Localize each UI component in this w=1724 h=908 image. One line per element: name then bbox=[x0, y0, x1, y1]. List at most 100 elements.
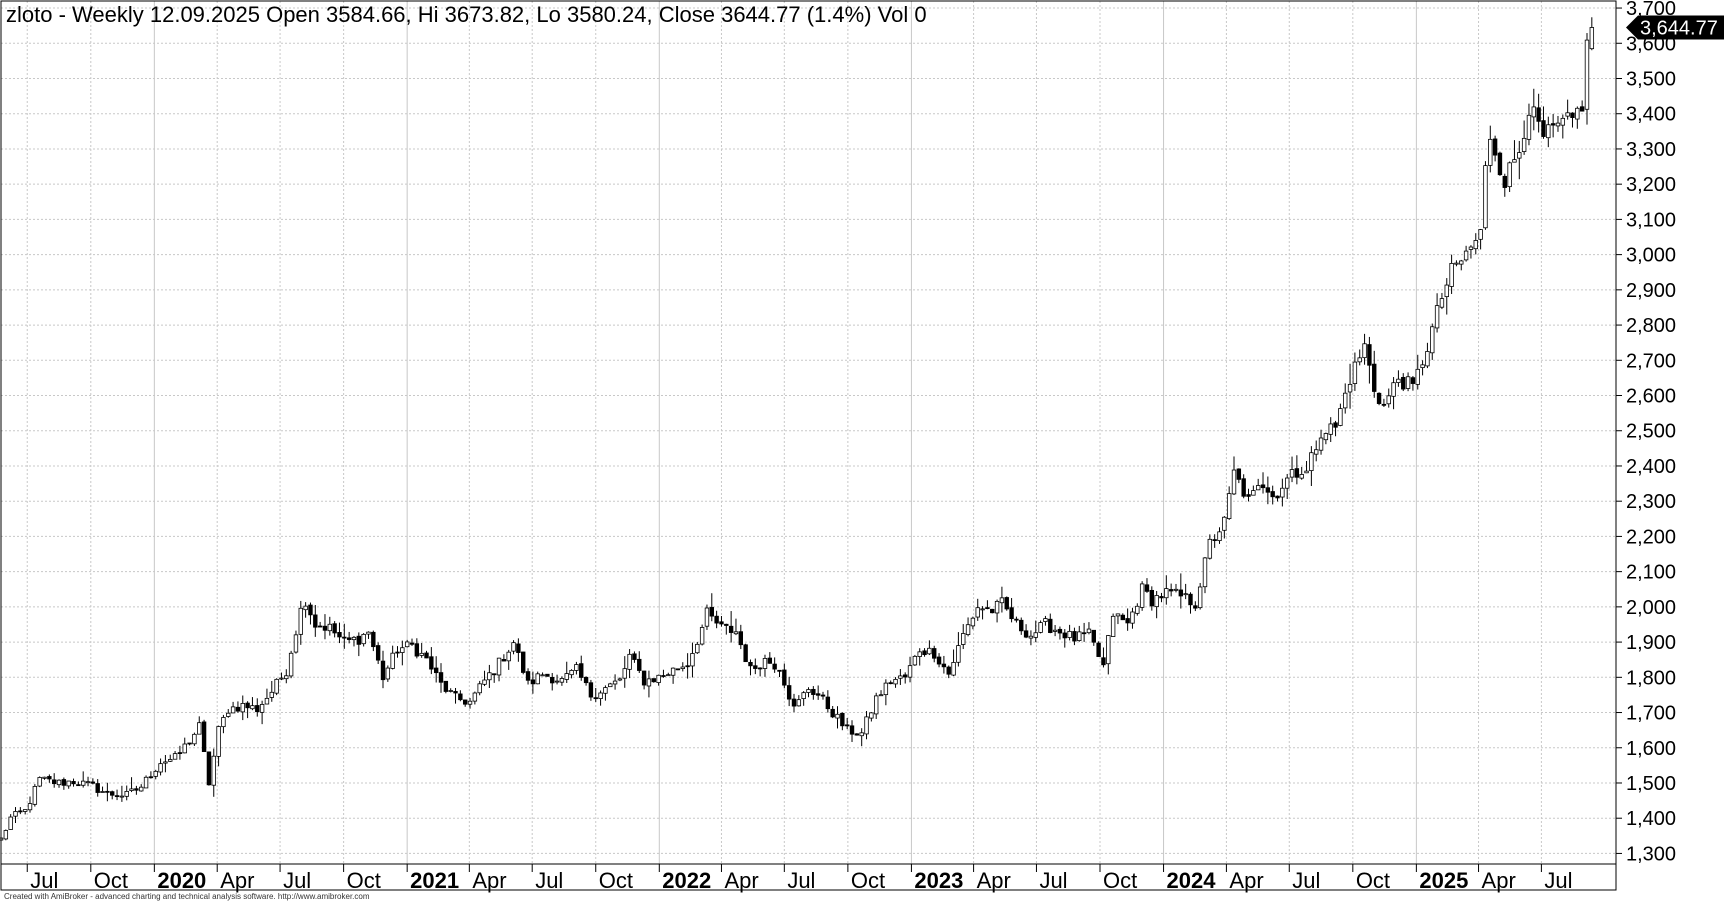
y-tick-label: 2,000 bbox=[1626, 597, 1676, 619]
candle-body bbox=[1067, 630, 1072, 638]
candle-body bbox=[1381, 403, 1387, 406]
candle-body bbox=[168, 759, 173, 762]
candle-body bbox=[76, 784, 81, 787]
candle-body bbox=[1226, 493, 1232, 520]
candle-body bbox=[564, 673, 569, 680]
candle-body bbox=[1362, 343, 1367, 359]
candle-body bbox=[346, 637, 352, 640]
candle-body bbox=[279, 677, 284, 680]
candle-body bbox=[361, 633, 366, 645]
last-price-tag-label: 3,644.77 bbox=[1640, 17, 1718, 39]
candle-body bbox=[1004, 597, 1009, 610]
candle-body bbox=[835, 713, 840, 719]
candle-body bbox=[1454, 262, 1459, 265]
x-tick-label: Jul bbox=[1544, 868, 1572, 893]
candle-body bbox=[840, 712, 845, 727]
candle-body bbox=[738, 631, 744, 646]
candle-body bbox=[1106, 635, 1111, 665]
candle-body bbox=[453, 691, 458, 694]
candle-body bbox=[782, 669, 787, 686]
y-tick-label: 3,100 bbox=[1626, 209, 1676, 231]
candle-body bbox=[961, 633, 966, 645]
candle-body bbox=[414, 643, 420, 657]
candle-body bbox=[1425, 351, 1430, 367]
candle-body bbox=[583, 676, 589, 684]
candle-body bbox=[922, 650, 927, 656]
y-tick-label: 2,200 bbox=[1626, 526, 1676, 548]
candle-body bbox=[1120, 614, 1125, 621]
x-tick-label: Apr bbox=[1229, 868, 1263, 893]
candle-body bbox=[226, 712, 231, 717]
candle-body bbox=[728, 625, 734, 633]
candle-body bbox=[1473, 240, 1478, 250]
candle-body bbox=[400, 647, 405, 653]
candle-body bbox=[801, 692, 806, 700]
x-tick-label: Jul bbox=[1292, 868, 1320, 893]
candle-body bbox=[1048, 618, 1053, 633]
candle-body bbox=[627, 653, 632, 670]
candle-body bbox=[269, 691, 274, 698]
candle-body bbox=[907, 665, 913, 678]
candle-body bbox=[1188, 593, 1193, 606]
candle-body bbox=[322, 625, 328, 631]
candle-body bbox=[1579, 106, 1585, 112]
candle-body bbox=[753, 665, 758, 669]
candle-body bbox=[119, 795, 125, 798]
candle-body bbox=[1222, 516, 1227, 531]
candle-body bbox=[641, 670, 647, 686]
y-tick-label: 2,400 bbox=[1626, 456, 1676, 478]
candle-body bbox=[172, 753, 178, 760]
candle-body bbox=[337, 632, 342, 638]
x-tick-label: 2024 bbox=[1167, 868, 1217, 893]
candle-body bbox=[1077, 631, 1082, 641]
x-tick-label: 2022 bbox=[662, 868, 711, 893]
candle-body bbox=[637, 658, 642, 671]
candle-body bbox=[71, 781, 76, 785]
candle-body bbox=[579, 663, 584, 678]
candle-body bbox=[1410, 377, 1416, 384]
candle-body bbox=[864, 716, 869, 735]
candle-body bbox=[259, 704, 265, 713]
candle-body bbox=[1255, 485, 1261, 491]
candle-body bbox=[1555, 122, 1561, 127]
candle-body bbox=[1033, 632, 1038, 638]
candle-body bbox=[1314, 449, 1319, 455]
candle-body bbox=[1517, 152, 1522, 159]
y-tick-label: 2,600 bbox=[1626, 386, 1676, 408]
candle-body bbox=[8, 816, 13, 830]
candle-body bbox=[830, 708, 835, 718]
candle-body bbox=[395, 651, 400, 654]
x-tick-label: Oct bbox=[851, 868, 885, 893]
candle-body bbox=[27, 803, 33, 811]
candle-body bbox=[1541, 120, 1546, 137]
candle-body bbox=[1560, 117, 1566, 126]
candle-body bbox=[675, 668, 681, 671]
x-axis: Jul Oct 2020 Apr Jul Oct 2021 Apr Jul Oct 2022 Apr J… bbox=[26, 864, 1573, 893]
candle-body bbox=[1028, 635, 1034, 639]
y-axis: 1,300 1,400 1,500 1,600 1,700 1,800 1,900 2,000… bbox=[1616, 0, 1676, 865]
candle-body bbox=[1212, 539, 1217, 541]
candle-body bbox=[1536, 107, 1541, 122]
candle-body bbox=[1430, 326, 1435, 354]
candle-body bbox=[999, 597, 1005, 604]
candle-body bbox=[1241, 478, 1246, 497]
candle-body bbox=[404, 641, 410, 648]
candle-body bbox=[530, 679, 536, 685]
candle-body bbox=[42, 776, 47, 779]
candles bbox=[0, 17, 1595, 844]
candle-body bbox=[699, 627, 705, 645]
candle-body bbox=[230, 706, 236, 714]
candle-body bbox=[1309, 452, 1314, 472]
candle-body bbox=[1231, 469, 1237, 495]
candle-body bbox=[342, 636, 347, 639]
y-tick-label: 1,300 bbox=[1626, 843, 1676, 865]
candle-body bbox=[1488, 138, 1493, 166]
candle-body bbox=[1328, 423, 1333, 435]
candle-body bbox=[1497, 152, 1503, 176]
candle-body bbox=[211, 755, 216, 786]
last-price-tag-shape bbox=[1626, 15, 1724, 40]
candle-body bbox=[970, 617, 976, 627]
candle-body bbox=[1357, 357, 1362, 363]
candle-body bbox=[1584, 39, 1590, 110]
candle-body bbox=[255, 705, 260, 713]
